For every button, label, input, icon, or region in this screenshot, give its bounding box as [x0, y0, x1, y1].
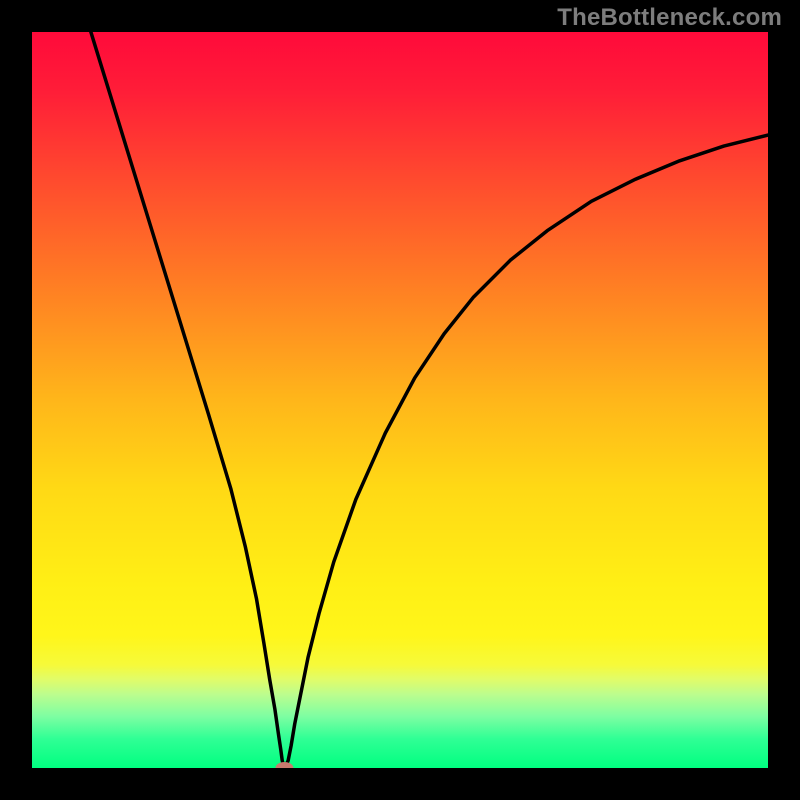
chart-svg — [32, 32, 768, 768]
chart-container: TheBottleneck.com — [0, 0, 800, 800]
plot-area — [32, 32, 768, 768]
watermark-text: TheBottleneck.com — [557, 4, 782, 32]
gradient-background — [32, 32, 768, 768]
